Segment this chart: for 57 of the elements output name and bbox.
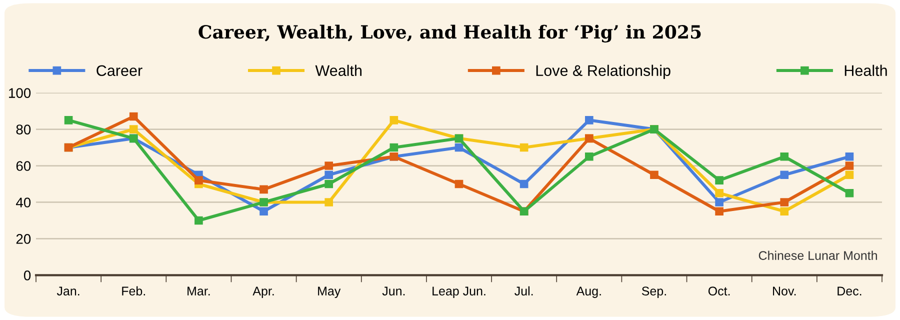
point <box>845 170 854 180</box>
point <box>520 143 528 152</box>
point <box>324 180 334 188</box>
point <box>454 143 464 152</box>
x-tick-label: Oct. <box>708 286 730 296</box>
point <box>715 207 724 216</box>
point <box>454 180 464 188</box>
point <box>584 152 594 161</box>
point <box>715 198 724 206</box>
point <box>715 176 724 185</box>
legend-label: Health <box>844 64 887 76</box>
point <box>324 162 334 170</box>
point <box>260 207 268 216</box>
x-tick-label: May <box>318 286 341 298</box>
point <box>324 170 334 180</box>
point <box>780 207 789 216</box>
point <box>780 170 789 180</box>
point <box>129 125 138 134</box>
legend-label: Career <box>96 65 142 76</box>
y-tick-label: 100 <box>9 88 31 98</box>
point <box>194 216 203 225</box>
x-tick-label: Jul. <box>514 286 533 296</box>
point <box>650 170 658 180</box>
point <box>845 188 854 198</box>
point <box>520 180 528 188</box>
point <box>390 116 398 124</box>
point <box>845 162 854 170</box>
x-tick-label: Mar. <box>188 286 210 296</box>
x-tick-label: Jan. <box>56 286 80 296</box>
x-tick-label: Sep. <box>642 286 666 298</box>
point <box>194 176 203 185</box>
x-tick-label: Nov. <box>773 286 796 296</box>
x-axis-title: Chinese Lunar Month <box>758 250 877 260</box>
legend-label: Love & Relationship <box>536 64 670 80</box>
point <box>715 188 724 198</box>
point <box>845 152 854 161</box>
y-tick-label: 0 <box>24 270 31 280</box>
point <box>260 185 268 194</box>
y-tick-label: 20 <box>16 234 31 244</box>
y-tick-label: 40 <box>16 198 31 208</box>
chart-title: Career, Wealth, Love, and Health for ‘Pig’ in 2025 <box>198 24 701 42</box>
y-tick-label: 60 <box>16 161 31 171</box>
point <box>584 116 594 124</box>
point <box>64 116 73 124</box>
x-tick-label: Leap Jun. <box>432 286 486 298</box>
y-tick-label: 80 <box>16 124 31 134</box>
x-tick-label: Jun. <box>382 286 405 296</box>
x-tick-label: Feb. <box>122 286 145 296</box>
point <box>129 112 138 121</box>
x-tick-label: Apr. <box>252 286 274 298</box>
x-tick-label: Aug. <box>576 286 601 298</box>
point <box>780 198 789 206</box>
point <box>324 198 334 206</box>
point <box>390 143 398 152</box>
legend-label: Wealth <box>315 64 362 76</box>
point <box>780 152 789 161</box>
x-tick-label: Dec. <box>838 286 862 296</box>
